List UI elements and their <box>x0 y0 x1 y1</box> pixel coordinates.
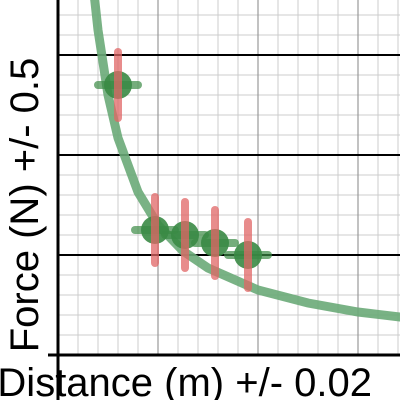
plot-area <box>90 0 400 322</box>
x-axis-label: Distance (m) +/- 0.02 <box>0 361 372 400</box>
grid <box>48 0 400 400</box>
y-axis-label: Force (N) +/- 0.5 <box>3 58 47 353</box>
